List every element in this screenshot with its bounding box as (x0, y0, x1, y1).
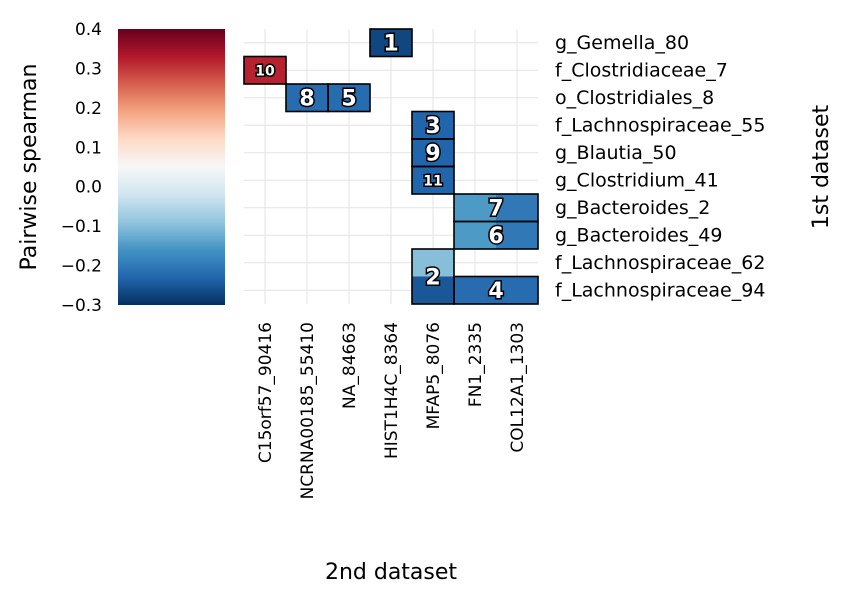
y-tick-label: f_Lachnospiraceae_62 (555, 252, 765, 274)
cluster-label: 3 (425, 114, 440, 139)
cluster-label: 6 (488, 224, 503, 249)
colorbar: 0.4 0.3 0.2 0.1 0.0 −0.1 −0.2 −0.3 (61, 20, 225, 316)
cluster-block-outline (453, 220, 539, 250)
x-tick-label: COL12A1_1303 (508, 322, 528, 453)
y-tick-labels: g_Gemella_80 f_Clostridiaceae_7 o_Clostrid… (555, 32, 765, 302)
heatmap-cell (496, 194, 538, 222)
cluster-block-outline (369, 28, 413, 58)
cluster-label: 10 (255, 63, 275, 79)
x-tick-labels: C15orf57_90416 NCRNA00185_55410 NA_84663 HI… (256, 322, 528, 499)
y-tick-label: f_Clostridiaceae_7 (555, 59, 728, 81)
colorbar-label: Pairwise spearman (17, 64, 42, 271)
colorbar-tick-label: 0.3 (75, 59, 102, 79)
x-tick-label: MFAP5_8076 (424, 322, 444, 429)
cluster-label: 11 (423, 173, 442, 189)
y-tick-label: o_Clostridiales_8 (555, 87, 714, 109)
heatmap-cell (412, 166, 454, 194)
y-tick-label: g_Bacteroides_49 (555, 224, 722, 246)
heatmap-cell (370, 29, 412, 57)
colorbar-tick-label: −0.1 (61, 217, 102, 237)
y-tick-label: g_Blautia_50 (555, 142, 677, 164)
y-tick-label: g_Bacteroides_2 (555, 197, 710, 219)
cluster-label: 7 (488, 197, 503, 222)
colorbar-tick-label: 0.0 (75, 178, 102, 198)
cluster-label: 2 (425, 265, 440, 290)
heatmap-cell (286, 84, 328, 112)
colorbar-tick-label: −0.3 (61, 296, 102, 316)
y-tick-label: f_Lachnospiraceae_55 (555, 114, 765, 136)
y-tick-label: g_Clostridium_41 (555, 169, 719, 191)
heatmap-cells (244, 29, 538, 304)
heatmap-cell (412, 139, 454, 167)
x-tick-label: NCRNA00185_55410 (298, 322, 318, 499)
cluster-blocks: 1 10 8 5 3 9 11 76 2 4 (243, 28, 539, 306)
cluster-block-outline (453, 275, 539, 305)
x-axis-label: 2nd dataset (325, 560, 457, 585)
x-tick-label: FN1_2335 (466, 322, 486, 407)
cluster-block-outline (327, 83, 371, 113)
cluster-label: 5 (341, 87, 356, 112)
colorbar-tick-label: 0.1 (75, 138, 102, 158)
heatmap-cell (454, 276, 496, 304)
cluster-block-outline (411, 165, 455, 195)
heatmap-cell (244, 56, 286, 84)
heatmap-cell (328, 84, 370, 112)
heatmap-cell (454, 194, 496, 222)
heatmap-cell (412, 111, 454, 139)
heatmap-cell (412, 276, 454, 304)
x-tick-label: HIST1H4C_8364 (382, 322, 402, 459)
colorbar-tick-label: 0.4 (75, 20, 102, 40)
colorbar-gradient (118, 29, 225, 305)
x-tick-label: C15orf57_90416 (256, 322, 276, 463)
y-tick-label: g_Gemella_80 (555, 32, 689, 54)
colorbar-tick-label: 0.2 (75, 99, 102, 119)
y-axis-label: 1st dataset (809, 105, 834, 230)
heatmap-cell (496, 276, 538, 304)
cluster-block-outline (243, 55, 287, 85)
colorbar-tick-label: −0.2 (61, 257, 102, 277)
x-tick-label: NA_84663 (340, 322, 360, 409)
cluster-label: 9 (425, 142, 440, 167)
cluster-label: 4 (488, 279, 503, 304)
y-tick-label: f_Lachnospiraceae_94 (555, 279, 765, 301)
heatmap-cell (496, 221, 538, 249)
cluster-label: 1 (383, 32, 398, 57)
grid-lines (244, 29, 538, 304)
heatmap-cell (454, 221, 496, 249)
heatmap-cell (412, 249, 454, 277)
cluster-label: 8 (299, 87, 314, 112)
